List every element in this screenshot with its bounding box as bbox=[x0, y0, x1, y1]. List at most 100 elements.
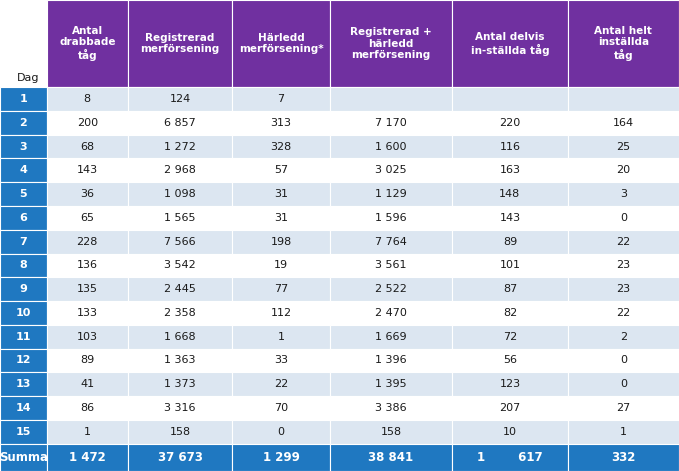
Text: 19: 19 bbox=[274, 260, 288, 270]
FancyBboxPatch shape bbox=[0, 301, 47, 325]
Text: 41: 41 bbox=[80, 379, 94, 389]
Text: 25: 25 bbox=[617, 142, 630, 152]
Text: 65: 65 bbox=[80, 213, 94, 223]
FancyBboxPatch shape bbox=[568, 325, 679, 349]
FancyBboxPatch shape bbox=[128, 135, 232, 158]
Text: 1 668: 1 668 bbox=[164, 332, 196, 342]
FancyBboxPatch shape bbox=[452, 277, 568, 301]
FancyBboxPatch shape bbox=[330, 325, 452, 349]
FancyBboxPatch shape bbox=[128, 277, 232, 301]
Text: 1 272: 1 272 bbox=[164, 142, 196, 152]
Text: 1 098: 1 098 bbox=[164, 189, 196, 199]
FancyBboxPatch shape bbox=[330, 230, 452, 253]
FancyBboxPatch shape bbox=[47, 230, 128, 253]
Text: 0: 0 bbox=[620, 379, 627, 389]
Text: 313: 313 bbox=[271, 118, 291, 128]
FancyBboxPatch shape bbox=[452, 420, 568, 444]
FancyBboxPatch shape bbox=[232, 230, 330, 253]
FancyBboxPatch shape bbox=[330, 253, 452, 277]
FancyBboxPatch shape bbox=[0, 135, 47, 158]
Text: 8: 8 bbox=[20, 260, 27, 270]
Text: Summa: Summa bbox=[0, 451, 48, 464]
Text: 148: 148 bbox=[499, 189, 521, 199]
FancyBboxPatch shape bbox=[452, 182, 568, 206]
FancyBboxPatch shape bbox=[232, 325, 330, 349]
FancyBboxPatch shape bbox=[128, 253, 232, 277]
FancyBboxPatch shape bbox=[568, 396, 679, 420]
Text: 57: 57 bbox=[274, 165, 288, 175]
Text: 70: 70 bbox=[274, 403, 288, 413]
Text: 56: 56 bbox=[503, 356, 517, 365]
FancyBboxPatch shape bbox=[128, 325, 232, 349]
Text: 158: 158 bbox=[170, 427, 191, 437]
FancyBboxPatch shape bbox=[0, 373, 47, 396]
FancyBboxPatch shape bbox=[568, 182, 679, 206]
Text: 143: 143 bbox=[499, 213, 521, 223]
FancyBboxPatch shape bbox=[47, 349, 128, 373]
FancyBboxPatch shape bbox=[47, 325, 128, 349]
FancyBboxPatch shape bbox=[0, 87, 47, 111]
FancyBboxPatch shape bbox=[568, 111, 679, 135]
Text: 36: 36 bbox=[80, 189, 94, 199]
Text: 38 841: 38 841 bbox=[369, 451, 414, 464]
FancyBboxPatch shape bbox=[0, 182, 47, 206]
Text: 15: 15 bbox=[16, 427, 31, 437]
Text: 2 522: 2 522 bbox=[375, 284, 407, 294]
FancyBboxPatch shape bbox=[0, 158, 47, 182]
FancyBboxPatch shape bbox=[128, 87, 232, 111]
Text: 332: 332 bbox=[611, 451, 636, 464]
Text: 31: 31 bbox=[274, 189, 288, 199]
Text: 1 596: 1 596 bbox=[375, 213, 407, 223]
FancyBboxPatch shape bbox=[330, 444, 452, 471]
FancyBboxPatch shape bbox=[232, 420, 330, 444]
Text: 228: 228 bbox=[77, 236, 98, 247]
FancyBboxPatch shape bbox=[128, 182, 232, 206]
FancyBboxPatch shape bbox=[232, 349, 330, 373]
FancyBboxPatch shape bbox=[128, 230, 232, 253]
Text: 3 561: 3 561 bbox=[375, 260, 407, 270]
FancyBboxPatch shape bbox=[452, 301, 568, 325]
FancyBboxPatch shape bbox=[47, 396, 128, 420]
FancyBboxPatch shape bbox=[0, 444, 47, 471]
FancyBboxPatch shape bbox=[452, 396, 568, 420]
FancyBboxPatch shape bbox=[0, 230, 47, 253]
Text: 22: 22 bbox=[274, 379, 288, 389]
Text: Antal helt
inställda
tåg: Antal helt inställda tåg bbox=[594, 26, 653, 61]
FancyBboxPatch shape bbox=[0, 325, 47, 349]
Text: 164: 164 bbox=[612, 118, 634, 128]
FancyBboxPatch shape bbox=[330, 396, 452, 420]
FancyBboxPatch shape bbox=[0, 396, 47, 420]
FancyBboxPatch shape bbox=[128, 301, 232, 325]
FancyBboxPatch shape bbox=[47, 420, 128, 444]
Text: 198: 198 bbox=[270, 236, 292, 247]
FancyBboxPatch shape bbox=[330, 135, 452, 158]
FancyBboxPatch shape bbox=[568, 0, 679, 87]
FancyBboxPatch shape bbox=[128, 158, 232, 182]
FancyBboxPatch shape bbox=[568, 373, 679, 396]
Text: 87: 87 bbox=[503, 284, 517, 294]
Text: 103: 103 bbox=[77, 332, 98, 342]
FancyBboxPatch shape bbox=[232, 87, 330, 111]
Text: 7 170: 7 170 bbox=[375, 118, 407, 128]
FancyBboxPatch shape bbox=[0, 349, 47, 373]
FancyBboxPatch shape bbox=[47, 301, 128, 325]
FancyBboxPatch shape bbox=[47, 158, 128, 182]
Text: 82: 82 bbox=[503, 308, 517, 318]
FancyBboxPatch shape bbox=[47, 444, 128, 471]
FancyBboxPatch shape bbox=[232, 158, 330, 182]
Text: 112: 112 bbox=[270, 308, 292, 318]
Text: 1 600: 1 600 bbox=[375, 142, 407, 152]
FancyBboxPatch shape bbox=[330, 349, 452, 373]
Text: 89: 89 bbox=[80, 356, 94, 365]
Text: 37 673: 37 673 bbox=[158, 451, 202, 464]
FancyBboxPatch shape bbox=[232, 111, 330, 135]
Text: 1: 1 bbox=[84, 427, 91, 437]
Text: 11: 11 bbox=[16, 332, 31, 342]
Text: 133: 133 bbox=[77, 308, 98, 318]
Text: 1: 1 bbox=[20, 94, 27, 104]
Text: 2 445: 2 445 bbox=[164, 284, 196, 294]
FancyBboxPatch shape bbox=[128, 396, 232, 420]
FancyBboxPatch shape bbox=[128, 0, 232, 87]
Text: 23: 23 bbox=[617, 284, 630, 294]
Text: 136: 136 bbox=[77, 260, 98, 270]
